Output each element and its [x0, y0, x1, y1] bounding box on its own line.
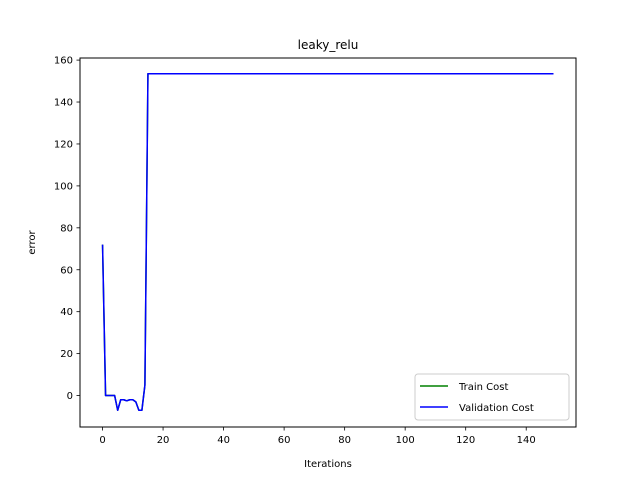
x-tick-label: 120	[456, 435, 475, 446]
x-tick-label: 0	[99, 435, 105, 446]
y-tick-label: 0	[67, 391, 73, 402]
y-tick-label: 140	[54, 98, 73, 109]
x-axis-label: Iterations	[304, 459, 352, 470]
y-tick-label: 60	[60, 265, 73, 276]
series-line-validation-cost	[101, 72, 554, 411]
y-tick-label: 100	[54, 181, 73, 192]
y-tick-label: 160	[54, 56, 73, 67]
x-tick-label: 20	[157, 435, 170, 446]
chart-title: leaky_relu	[298, 38, 359, 52]
legend-label-validation-cost: Validation Cost	[459, 403, 534, 414]
y-axis-label: error	[27, 230, 38, 255]
x-axis-ticks: 0 20 40 60 80 100 120 140	[99, 427, 536, 446]
legend: Train Cost Validation Cost	[414, 373, 570, 421]
y-tick-label: 80	[60, 223, 73, 234]
x-tick-label: 40	[217, 435, 230, 446]
legend-box	[414, 373, 570, 421]
x-tick-label: 100	[396, 435, 415, 446]
x-tick-label: 60	[278, 435, 291, 446]
series-layer	[101, 72, 554, 411]
y-axis-ticks: 0 20 40 60 80 100 120 140 160	[54, 56, 80, 402]
x-tick-label: 80	[338, 435, 351, 446]
x-tick-label: 140	[517, 435, 536, 446]
legend-label-train-cost: Train Cost	[458, 382, 508, 393]
y-tick-label: 20	[60, 349, 73, 360]
plot-frame	[79, 57, 577, 428]
y-tick-label: 120	[54, 139, 73, 150]
y-tick-label: 40	[60, 307, 73, 318]
